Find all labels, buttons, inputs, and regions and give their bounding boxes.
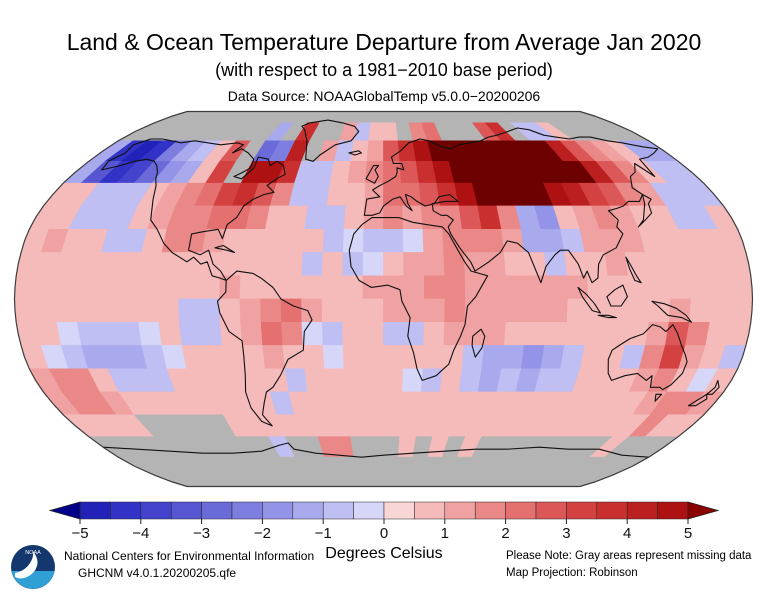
coastline-australia <box>607 324 688 391</box>
coastline-new-zealand-north <box>706 379 720 395</box>
coastline-eurasia <box>363 127 659 284</box>
map-boundary <box>13 110 754 488</box>
colorbar-tick-label: −4 <box>132 525 149 542</box>
colorbar-units-label: Degrees Celsius <box>325 545 443 562</box>
coastline-japan <box>637 193 653 228</box>
colorbar-tick-label: −5 <box>71 525 88 542</box>
colorbar-under-arrow <box>48 501 81 520</box>
chart-title: Land & Ocean Temperature Departure from … <box>66 29 702 55</box>
colorbar-tick-label: 4 <box>623 525 631 542</box>
colorbar-ticks: −5 −4 −3 −2 −1 0 1 2 3 4 5 <box>71 519 692 542</box>
colorbar-tick-label: −2 <box>254 525 271 542</box>
colorbar-tick-label: 1 <box>441 525 449 542</box>
colorbar-tick-label: −1 <box>315 525 332 542</box>
coastline-sumatra <box>577 286 601 314</box>
coastline-british-isles <box>365 165 380 184</box>
coastlines <box>101 119 720 458</box>
noaa-logo-text: NOAA <box>25 550 41 556</box>
coastline-greenland <box>301 119 360 162</box>
coastline-new-guinea <box>651 300 693 323</box>
colorbar-tick-label: 0 <box>380 525 388 542</box>
colorbar-tick-label: 5 <box>684 525 692 542</box>
footer-org-name: National Centers for Environmental Infor… <box>64 549 315 563</box>
colorbar-tick-label: 2 <box>501 525 509 542</box>
footer-dataset-version: GHCNM v4.0.1.20200205.qfe <box>78 566 237 580</box>
coastline-cuba <box>214 244 236 254</box>
footer-org-block: National Centers for Environmental Infor… <box>64 548 314 582</box>
coastline-madagascar <box>471 328 486 358</box>
color-scale-bar: −5 −4 −3 −2 −1 0 1 2 3 4 5 <box>48 501 720 542</box>
coastline-antarctica-coast <box>102 442 650 458</box>
footer-projection-note: Map Projection: Robinson <box>506 567 638 579</box>
coastline-philippines <box>625 256 642 284</box>
coastline-africa <box>348 217 489 381</box>
noaa-logo: NOAA <box>11 545 55 589</box>
coastline-north-america <box>101 138 286 281</box>
data-source-line: Data Source: NOAAGlobalTemp v5.0.0−20200… <box>227 88 541 104</box>
colorbar-tick-label: −3 <box>193 525 210 542</box>
coastline-java <box>597 314 617 319</box>
world-map-canvas <box>13 110 754 488</box>
coastline-new-zealand-south <box>687 393 708 407</box>
anomaly-grid-cells <box>14 111 753 487</box>
colorbar-tick-label: 3 <box>562 525 570 542</box>
footer-missing-data-note: Please Note: Gray areas represent missin… <box>506 550 752 562</box>
chart-subtitle: (with respect to a 1981−2010 base period… <box>215 60 553 80</box>
footer-notes-block: Please Note: Gray areas represent missin… <box>506 548 751 582</box>
coastline-borneo <box>606 284 628 307</box>
noaa-logo-bird-icon <box>15 551 38 579</box>
coastline-south-america <box>216 270 313 427</box>
coastline-tasmania <box>654 393 663 402</box>
colorbar-segments <box>79 501 689 520</box>
coastline-iceland <box>348 150 363 156</box>
colorbar-over-arrow <box>687 501 720 520</box>
